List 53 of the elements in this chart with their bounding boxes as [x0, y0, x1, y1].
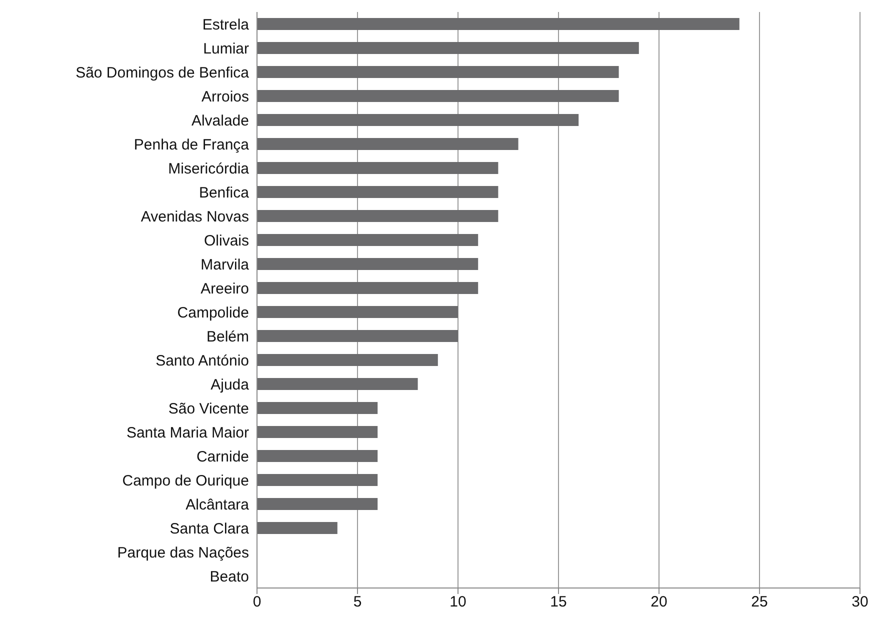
- bar: [257, 426, 378, 438]
- y-tick-label: Campolide: [177, 304, 249, 322]
- y-tick-label: Misericórdia: [168, 160, 250, 178]
- y-tick-label: Benfica: [198, 184, 250, 202]
- x-tick-label: 0: [252, 594, 262, 611]
- bar: [257, 258, 478, 270]
- bar: [257, 138, 518, 150]
- bar: [257, 474, 378, 486]
- y-tick-label: Marvila: [200, 256, 250, 274]
- y-tick-label: Areeiro: [200, 280, 249, 298]
- y-tick-label: Parque das Nações: [117, 544, 249, 562]
- y-tick-label: Ajuda: [210, 376, 250, 394]
- bar: [257, 378, 418, 390]
- bar: [257, 66, 619, 78]
- y-tick-label: Carnide: [196, 448, 249, 466]
- y-tick-label: Campo de Ourique: [122, 472, 249, 490]
- y-tick-label: Alcântara: [186, 496, 250, 514]
- bar: [257, 90, 619, 102]
- x-tick-label: 15: [550, 594, 567, 611]
- y-tick-label: Avenidas Novas: [140, 208, 249, 226]
- x-tick-label: 20: [650, 594, 668, 611]
- bar: [257, 498, 378, 510]
- y-tick-label: São Vicente: [168, 400, 249, 418]
- y-tick-label: Santa Clara: [170, 520, 250, 538]
- bar: [257, 162, 498, 174]
- bar: [257, 186, 498, 198]
- y-tick-label: Santo António: [156, 352, 249, 370]
- y-tick-label: Lumiar: [203, 40, 249, 58]
- bar: [257, 210, 498, 222]
- y-tick-label: Arroios: [201, 88, 249, 106]
- bar: [257, 450, 378, 462]
- y-tick-label: Santa Maria Maior: [126, 424, 249, 442]
- y-tick-label: Belém: [206, 328, 249, 346]
- bar: [257, 282, 478, 294]
- y-tick-label: Penha de França: [134, 136, 250, 154]
- bar: [257, 306, 458, 318]
- bar: [257, 114, 579, 126]
- bar: [257, 42, 639, 54]
- x-tick-label: 5: [353, 594, 362, 611]
- y-tick-label: Estrela: [202, 16, 250, 34]
- x-tick-label: 30: [852, 594, 868, 611]
- y-tick-label: Alvalade: [191, 112, 249, 130]
- bar: [257, 522, 338, 534]
- y-tick-label: São Domingos de Benfica: [76, 64, 250, 82]
- x-tick-label: 25: [751, 594, 768, 611]
- x-tick-label: 10: [450, 594, 466, 611]
- y-tick-label: Beato: [210, 568, 249, 586]
- bar: [257, 18, 740, 30]
- bar: [257, 234, 478, 246]
- bar: [257, 330, 458, 342]
- bar: [257, 402, 378, 414]
- bar: [257, 354, 438, 366]
- y-tick-label: Olivais: [204, 232, 249, 250]
